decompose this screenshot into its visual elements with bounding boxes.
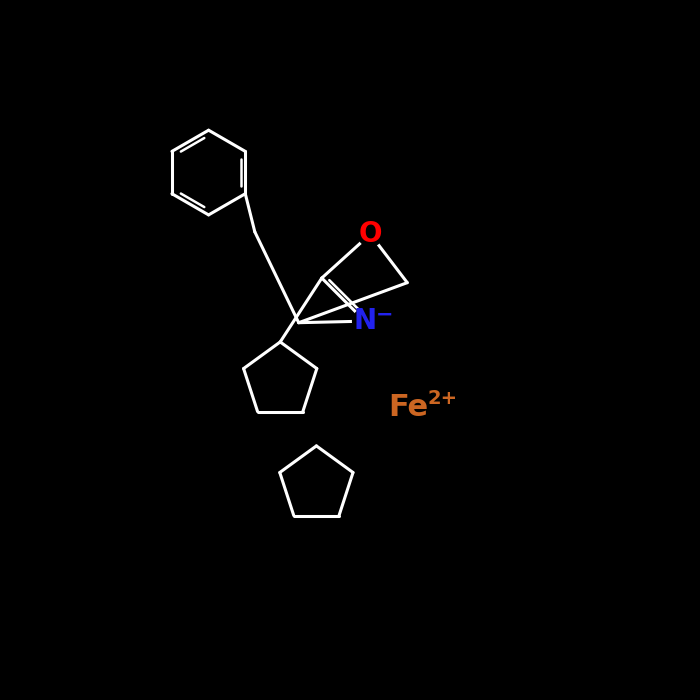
Text: 2+: 2+ xyxy=(427,389,457,407)
Text: N: N xyxy=(354,307,377,335)
Text: Fe: Fe xyxy=(389,393,429,422)
Circle shape xyxy=(358,222,383,246)
Text: O: O xyxy=(358,220,382,248)
Text: −: − xyxy=(376,304,393,324)
Circle shape xyxy=(353,309,377,333)
